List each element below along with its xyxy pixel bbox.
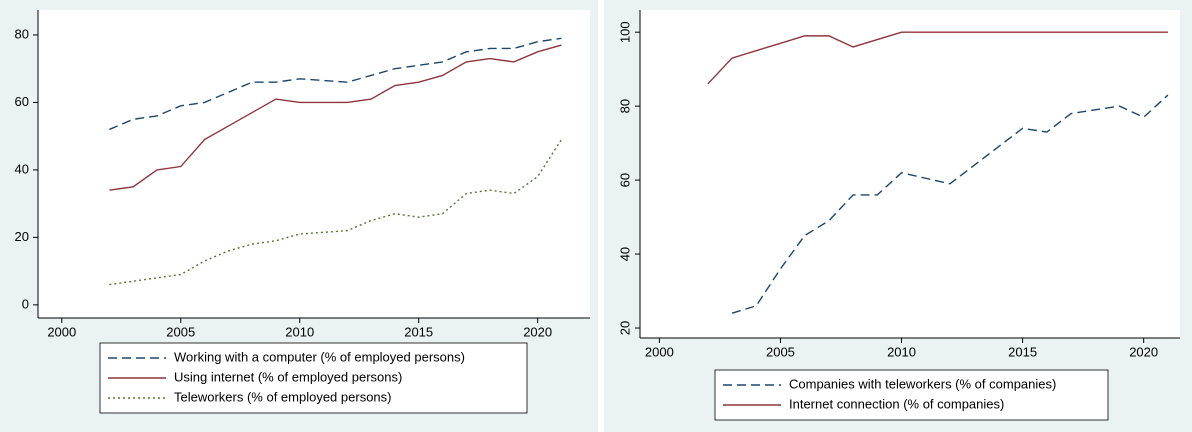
x-tick-label: 2015 [1008, 344, 1037, 359]
legend-label: Internet connection (% of companies) [789, 396, 1004, 411]
x-tick-label: 2020 [1129, 344, 1158, 359]
y-tick-label: 40 [617, 247, 632, 261]
y-tick-label: 60 [15, 94, 29, 109]
x-tick-label: 2000 [645, 344, 674, 359]
legend-label: Companies with teleworkers (% of compani… [789, 376, 1056, 391]
legend-label: Using internet (% of employed persons) [174, 369, 402, 384]
x-tick-label: 2000 [47, 324, 76, 339]
series-line [109, 44, 562, 191]
legend-box [714, 369, 1109, 421]
y-tick-label: 20 [617, 321, 632, 335]
y-tick-label: 40 [15, 161, 29, 176]
y-tick-label: 80 [617, 99, 632, 113]
x-tick-label: 2020 [523, 324, 552, 339]
series-line [731, 94, 1169, 314]
y-tick-label: 100 [617, 21, 632, 43]
x-tick-label: 2010 [887, 344, 916, 359]
x-tick-label: 2010 [285, 324, 314, 339]
plot-area [38, 10, 590, 318]
legend-label: Working with a computer (% of employed p… [174, 349, 465, 364]
legend-label: Teleworkers (% of employed persons) [174, 389, 391, 404]
y-tick-label: 0 [22, 296, 29, 311]
series-line [707, 31, 1168, 85]
x-tick-label: 2005 [166, 324, 195, 339]
x-tick-label: 2015 [404, 324, 433, 339]
series-line [109, 139, 563, 286]
x-tick-label: 2005 [766, 344, 795, 359]
y-tick-label: 60 [617, 173, 632, 187]
y-tick-label: 80 [15, 26, 29, 41]
y-tick-label: 20 [15, 229, 29, 244]
legend-box [99, 342, 528, 414]
